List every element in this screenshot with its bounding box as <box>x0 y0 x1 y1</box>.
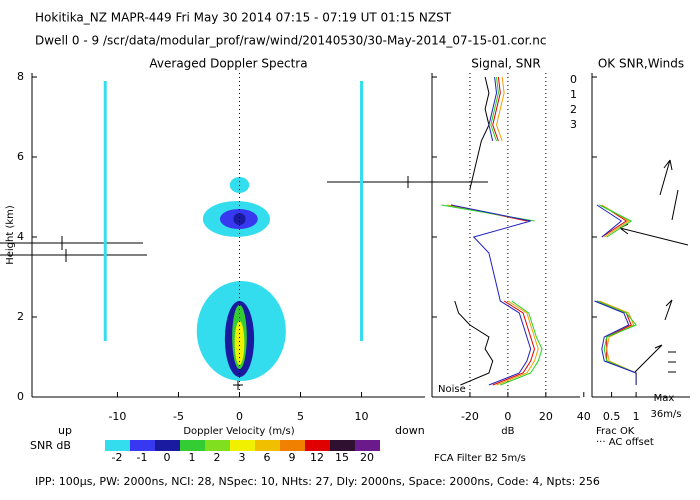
y-tick-label: 2 <box>17 310 24 323</box>
series-line <box>596 204 623 238</box>
x-axis-label: Doppler Velocity (m/s) <box>183 426 294 437</box>
x-tick-label: 0 <box>504 410 511 423</box>
x-tick-label: 0.5 <box>603 410 621 423</box>
wind-arrow <box>671 189 679 221</box>
max-value: 36m/s <box>650 409 681 420</box>
series-line <box>492 76 501 142</box>
spectra-contour <box>233 213 246 225</box>
series-line <box>594 300 637 385</box>
series-line <box>488 76 498 142</box>
colorbar-label: SNR dB <box>30 439 71 452</box>
x-tick-label: 20 <box>539 410 553 423</box>
y-tick-label: 8 <box>17 70 24 83</box>
series-line <box>495 76 505 142</box>
colorbar-tick-label: 12 <box>310 451 324 464</box>
legend-entry: 0 <box>570 73 577 86</box>
colorbar-tick-label: 1 <box>189 451 196 464</box>
series-line <box>450 204 532 386</box>
colorbar-cell <box>280 440 305 451</box>
colorbar-tick-label: 9 <box>289 451 296 464</box>
colorbar-cell <box>330 440 355 451</box>
colorbar-tick-label: 0 <box>164 451 171 464</box>
colorbar-tick-label: 2 <box>214 451 221 464</box>
series-line <box>492 300 535 386</box>
x-tick-label: 0 <box>236 410 243 423</box>
colorbar-cell <box>255 440 280 451</box>
series-line <box>496 300 539 386</box>
down-label: down <box>395 424 425 437</box>
series-line <box>454 300 494 386</box>
panel-title: Signal, SNR <box>471 57 540 71</box>
x-tick-label: 40 <box>577 410 591 423</box>
wind-arrow <box>664 299 673 321</box>
noise-label: Noise <box>438 384 466 395</box>
x-tick-label: 10 <box>355 410 369 423</box>
x-tick-label: 5 <box>297 410 304 423</box>
x-tick-label: -10 <box>108 410 126 423</box>
colorbar-cell <box>155 440 180 451</box>
colorbar-cell <box>205 440 230 451</box>
legend-entry: 3 <box>570 118 577 131</box>
colorbar-cell <box>355 440 380 451</box>
colorbar-tick-label: -1 <box>137 451 148 464</box>
y-axis-label: Height (km) <box>5 205 16 265</box>
colorbar-cell <box>130 440 155 451</box>
colorbar-cell <box>230 440 255 451</box>
footer: IPP: 100μs, PW: 2000ns, NCI: 28, NSpec: … <box>35 475 600 488</box>
spectra-contour <box>234 321 245 365</box>
wind-arrow <box>659 159 673 196</box>
ac-offset-note: ··· AC offset <box>596 437 654 448</box>
colorbar-tick-label: 15 <box>335 451 349 464</box>
x-tick-label: 1 <box>633 410 640 423</box>
y-tick-label: 6 <box>17 150 24 163</box>
x-axis-label: dB <box>501 426 514 437</box>
colorbar-tick-label: 6 <box>264 451 271 464</box>
colorbar-tick-label: -2 <box>112 451 123 464</box>
series-line <box>599 204 633 238</box>
dwell-line: Dwell 0 - 9 /scr/data/modular_prof/raw/w… <box>35 34 547 48</box>
wind-arrow <box>668 351 676 373</box>
y-tick-label: 4 <box>17 230 24 243</box>
x-tick-label: -5 <box>173 410 184 423</box>
legend-entry: 2 <box>570 103 577 116</box>
filter-note: FCA Filter B2 5m/s <box>434 453 526 464</box>
wind-arrow <box>634 344 663 373</box>
max-label: Max <box>654 393 675 404</box>
series-line <box>469 76 490 190</box>
series-line <box>490 76 499 142</box>
page-title: Hokitika_NZ MAPR-449 Fri May 30 2014 07:… <box>35 11 452 25</box>
x-axis-label: Frac OK <box>596 426 635 437</box>
colorbar-cell <box>180 440 205 451</box>
up-label: up <box>58 424 72 437</box>
legend-entry: 1 <box>570 88 577 101</box>
colorbar-tick-label: 20 <box>360 451 374 464</box>
panel-title: Averaged Doppler Spectra <box>149 57 307 71</box>
colorbar-cell <box>305 440 330 451</box>
x-tick-label: -20 <box>461 410 479 423</box>
panel-title: OK SNR,Winds <box>598 57 684 71</box>
colorbar-tick-label: 3 <box>239 451 246 464</box>
colorbar-cell <box>105 440 130 451</box>
series-line <box>500 300 543 386</box>
y-tick-label: 0 <box>17 390 24 403</box>
